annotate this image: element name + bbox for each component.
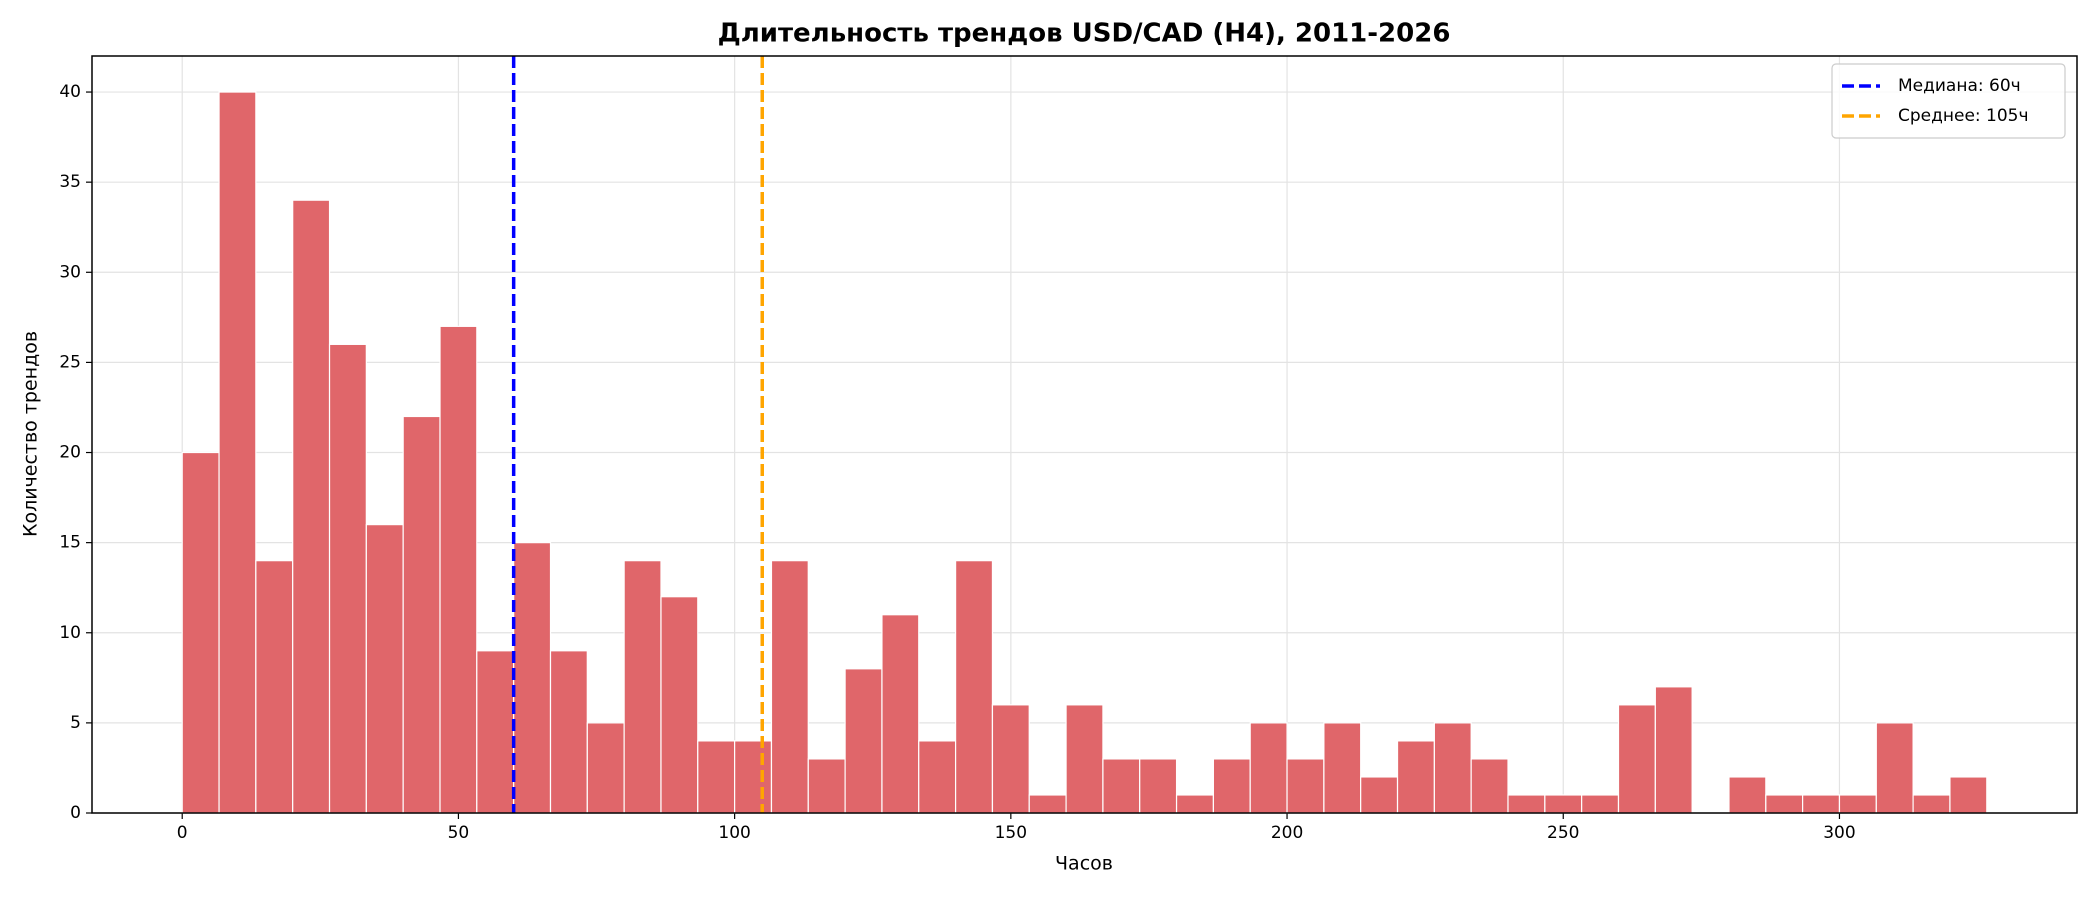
bar (1396, 740, 1435, 814)
y-tick-label: 25 (59, 352, 81, 372)
bar (1949, 776, 1988, 814)
x-tick-label: 50 (448, 823, 470, 843)
bar (734, 740, 773, 814)
bar (513, 542, 552, 814)
y-tick-label: 35 (59, 172, 81, 192)
bar (476, 650, 515, 814)
x-tick-label: 150 (995, 823, 1027, 843)
y-tick-label: 15 (59, 533, 81, 553)
bar (1838, 794, 1877, 814)
bar (1728, 776, 1767, 814)
x-tick-label: 200 (1271, 823, 1303, 843)
bar (1065, 704, 1104, 814)
x-tick-label: 100 (718, 823, 750, 843)
y-axis-label: Количество трендов (20, 331, 42, 537)
bar (844, 668, 883, 814)
bar (1912, 794, 1951, 814)
y-tick-label: 10 (59, 623, 81, 643)
bar (1802, 794, 1841, 814)
bar (881, 614, 920, 814)
bar (1654, 686, 1693, 814)
bar (586, 722, 625, 814)
y-tick-label: 0 (70, 803, 81, 823)
bar (1581, 794, 1620, 814)
x-axis-label: Часов (1055, 853, 1113, 875)
bar (1323, 722, 1362, 814)
bar (402, 415, 441, 814)
bar (365, 524, 404, 814)
bar (697, 740, 736, 814)
bar (660, 596, 699, 814)
bar (292, 199, 331, 814)
bar (1507, 794, 1546, 814)
bar (991, 704, 1030, 814)
y-tick-label: 40 (59, 82, 81, 102)
x-tick-label: 300 (1823, 823, 1855, 843)
bar (255, 560, 294, 814)
bar (1617, 704, 1656, 814)
bar (1102, 758, 1141, 814)
bar (770, 560, 809, 814)
bar (954, 560, 994, 814)
bar (328, 343, 367, 814)
bar (1470, 758, 1509, 814)
bar (623, 560, 662, 814)
bar (181, 451, 220, 814)
y-tick-label: 20 (59, 443, 81, 463)
bar (1875, 722, 1914, 814)
bar (807, 758, 846, 814)
bar (1212, 758, 1251, 814)
bar (1433, 722, 1472, 814)
bar (218, 91, 257, 814)
bar (549, 650, 588, 814)
bar (1249, 722, 1288, 814)
bar (1360, 776, 1399, 814)
plot-frame (91, 55, 2078, 814)
bar (1175, 794, 1215, 814)
bar (439, 325, 478, 814)
x-tick-label: 250 (1547, 823, 1579, 843)
bar (1544, 794, 1583, 814)
legend-box (1831, 63, 2066, 139)
y-tick-label: 30 (59, 262, 81, 282)
y-tick-label: 5 (70, 713, 81, 733)
legend-label: Медиана: 60ч (1898, 76, 2021, 96)
bar (1286, 758, 1325, 814)
bar (1139, 758, 1178, 814)
legend-label: Среднее: 105ч (1898, 106, 2029, 126)
bar (1028, 794, 1067, 814)
bar (1765, 794, 1804, 814)
x-tick-label: 0 (177, 823, 188, 843)
bar (918, 740, 957, 814)
chart-title: Длительность трендов USD/CAD (H4), 2011-… (718, 19, 1451, 49)
